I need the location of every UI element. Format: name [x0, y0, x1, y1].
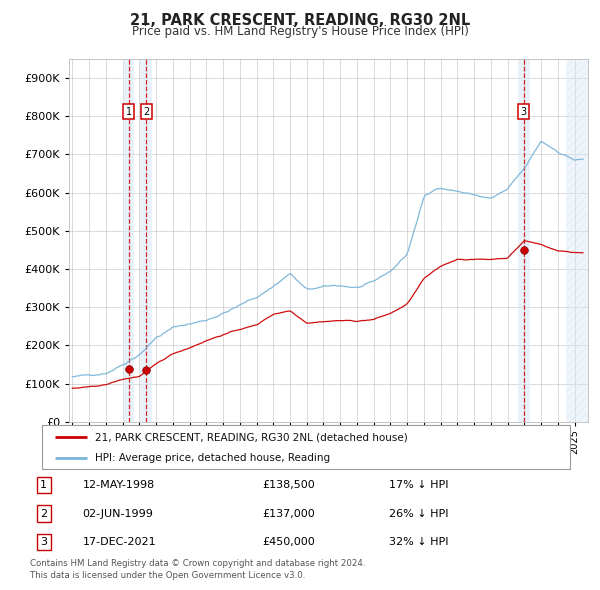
Bar	[123, 59, 134, 422]
Text: £138,500: £138,500	[262, 480, 314, 490]
Text: 1: 1	[40, 480, 47, 490]
Text: 3: 3	[521, 107, 527, 117]
Text: 17% ↓ HPI: 17% ↓ HPI	[389, 480, 448, 490]
Text: 21, PARK CRESCENT, READING, RG30 2NL: 21, PARK CRESCENT, READING, RG30 2NL	[130, 13, 470, 28]
Text: £137,000: £137,000	[262, 509, 314, 519]
Bar	[140, 59, 152, 422]
Text: 17-DEC-2021: 17-DEC-2021	[82, 537, 156, 547]
Text: 2: 2	[143, 107, 149, 117]
Bar	[518, 59, 530, 422]
Text: Price paid vs. HM Land Registry's House Price Index (HPI): Price paid vs. HM Land Registry's House …	[131, 25, 469, 38]
Text: 12-MAY-1998: 12-MAY-1998	[82, 480, 155, 490]
Text: HPI: Average price, detached house, Reading: HPI: Average price, detached house, Read…	[95, 453, 330, 463]
Text: This data is licensed under the Open Government Licence v3.0.: This data is licensed under the Open Gov…	[30, 571, 305, 579]
Text: 32% ↓ HPI: 32% ↓ HPI	[389, 537, 448, 547]
Text: 02-JUN-1999: 02-JUN-1999	[82, 509, 154, 519]
Text: £450,000: £450,000	[262, 537, 314, 547]
Text: 1: 1	[125, 107, 131, 117]
Text: 3: 3	[40, 537, 47, 547]
Text: 2: 2	[40, 509, 47, 519]
Bar	[566, 59, 588, 422]
Text: 26% ↓ HPI: 26% ↓ HPI	[389, 509, 448, 519]
Text: 21, PARK CRESCENT, READING, RG30 2NL (detached house): 21, PARK CRESCENT, READING, RG30 2NL (de…	[95, 432, 407, 442]
FancyBboxPatch shape	[42, 425, 570, 469]
Text: Contains HM Land Registry data © Crown copyright and database right 2024.: Contains HM Land Registry data © Crown c…	[30, 559, 365, 568]
